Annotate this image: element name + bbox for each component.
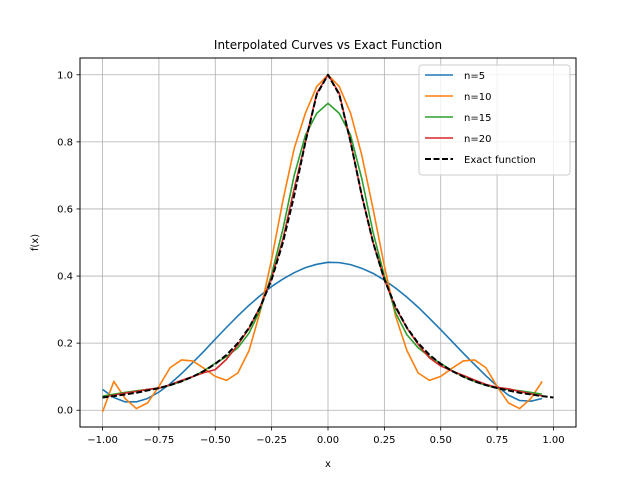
x-tick-label: 0.50 xyxy=(430,435,452,446)
y-tick-label: 0.8 xyxy=(57,137,73,148)
legend-box xyxy=(418,64,571,176)
axis-ticks: −1.00 −0.75 −0.50 −0.25 0.00 0.25 0.50 0.75 1.00… xyxy=(57,70,564,446)
legend-label: n=20 xyxy=(464,134,491,145)
series-line-0 xyxy=(102,261,543,403)
series-line-3 xyxy=(102,73,543,399)
legend-label: n=5 xyxy=(464,71,485,82)
x-tick-label: 0.75 xyxy=(486,435,508,446)
chart-title: Interpolated Curves vs Exact Function xyxy=(214,38,442,52)
series-line-4 xyxy=(102,73,554,399)
x-tick-label: 0.00 xyxy=(317,435,339,446)
x-tick-label: 1.00 xyxy=(542,435,564,446)
y-tick-label: 1.0 xyxy=(57,70,73,81)
x-tick-label: −0.50 xyxy=(200,435,231,446)
y-tick-label: 0.0 xyxy=(57,406,73,417)
y-tick-label: 0.4 xyxy=(57,272,73,283)
legend-label: Exact function xyxy=(464,155,536,166)
x-tick-label: −1.00 xyxy=(87,435,118,446)
legend-label: n=15 xyxy=(464,113,491,124)
x-tick-label: 0.25 xyxy=(373,435,395,446)
x-tick-label: −0.75 xyxy=(144,435,175,446)
x-axis-label: x xyxy=(325,459,331,470)
legend-label: n=10 xyxy=(464,92,491,103)
plot-lines xyxy=(101,73,554,413)
series-line-1 xyxy=(101,73,543,413)
y-tick-label: 0.6 xyxy=(57,204,73,215)
y-tick-label: 0.2 xyxy=(57,339,73,350)
legend: n=5 n=10 n=15 n=20 Exact function xyxy=(418,64,571,176)
y-axis-label: f(x) xyxy=(30,234,41,251)
x-tick-label: −0.25 xyxy=(256,435,287,446)
